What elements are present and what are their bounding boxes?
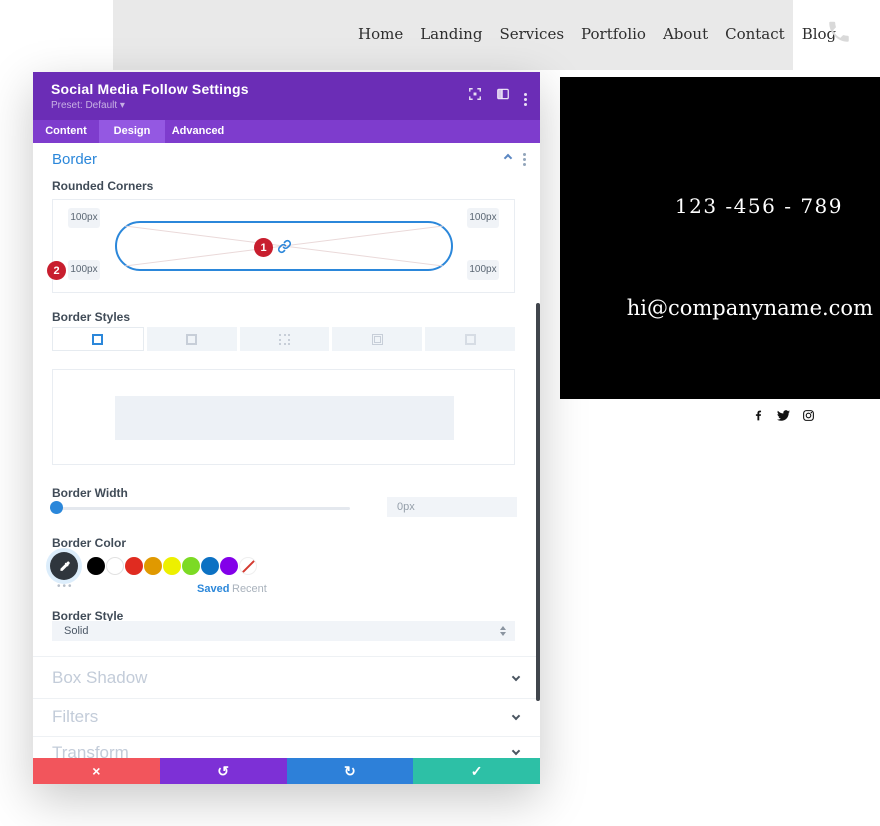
border-preview-box xyxy=(52,369,515,465)
twitter-icon[interactable] xyxy=(773,405,794,426)
swatch-blue[interactable] xyxy=(201,557,219,575)
recent-colors-tab[interactable]: Recent xyxy=(232,583,267,595)
rounded-corners-control: 100px 100px 100px 100px 1 2 xyxy=(47,199,515,293)
swatch-orange[interactable] xyxy=(144,557,162,575)
social-follow-row xyxy=(748,405,819,426)
social-media-follow-settings-modal: Social Media Follow Settings Preset: Def… xyxy=(33,72,540,784)
chevron-down-icon[interactable] xyxy=(511,711,521,721)
nav-item-services[interactable]: Services xyxy=(499,25,565,43)
border-style-label: Border Style xyxy=(52,609,124,623)
border-style-selected-value: Solid xyxy=(64,625,89,637)
border-styles-row xyxy=(52,327,515,351)
site-header-band xyxy=(113,0,793,70)
redo-button[interactable]: ↻ xyxy=(286,758,414,784)
chevron-down-icon[interactable] xyxy=(511,746,521,756)
double-style-icon xyxy=(371,333,383,345)
border-style-select[interactable]: Solid xyxy=(52,621,515,641)
corner-top-right-value[interactable]: 100px xyxy=(467,208,499,228)
nav-item-home[interactable]: Home xyxy=(358,25,404,43)
corner-bottom-right-value[interactable]: 100px xyxy=(467,260,499,280)
eyedropper-button[interactable] xyxy=(50,552,78,580)
modal-header[interactable]: Social Media Follow Settings Preset: Def… xyxy=(33,72,540,120)
contact-phone: 123 -456 - 789 xyxy=(674,194,843,218)
swatch-green[interactable] xyxy=(182,557,200,575)
border-color-label: Border Color xyxy=(52,536,127,550)
transform-section-heading[interactable]: Transform xyxy=(52,743,129,758)
link-corners-icon[interactable] xyxy=(277,239,292,254)
border-width-input[interactable]: 0px xyxy=(387,497,517,517)
border-width-label: Border Width xyxy=(52,486,128,500)
swatch-red[interactable] xyxy=(125,557,143,575)
divider xyxy=(33,656,540,657)
facebook-icon[interactable] xyxy=(748,405,769,426)
dotted-style-icon xyxy=(278,333,290,345)
modal-title: Social Media Follow Settings xyxy=(51,81,249,97)
rounded-corners-label: Rounded Corners xyxy=(52,179,154,193)
site-nav: Home Landing Services Portfolio About Co… xyxy=(358,25,836,43)
nav-item-blog[interactable]: Blog xyxy=(801,25,837,43)
swatch-black[interactable] xyxy=(87,557,105,575)
dashed-style-icon xyxy=(186,333,198,345)
expand-modal-icon[interactable] xyxy=(468,87,482,106)
light-style-icon xyxy=(464,333,476,345)
nav-item-about[interactable]: About xyxy=(662,25,709,43)
corner-bottom-left-value[interactable]: 100px xyxy=(68,260,100,280)
annotation-badge-1: 1 xyxy=(254,238,273,257)
select-arrows-icon xyxy=(500,626,506,636)
contact-email: hi@companyname.com xyxy=(626,296,873,320)
instagram-icon[interactable] xyxy=(798,405,819,426)
dock-modal-icon[interactable] xyxy=(496,87,510,106)
tab-design[interactable]: Design xyxy=(99,120,165,143)
annotation-badge-2: 2 xyxy=(47,261,66,280)
modal-tab-bar: Content Design Advanced xyxy=(33,120,540,143)
swatch-purple[interactable] xyxy=(220,557,238,575)
border-styles-label: Border Styles xyxy=(52,310,131,324)
border-section-heading[interactable]: Border xyxy=(52,151,98,168)
border-style-dashed-option[interactable] xyxy=(146,327,237,351)
tab-content[interactable]: Content xyxy=(45,125,87,137)
discard-button[interactable]: × xyxy=(33,758,160,784)
contact-panel: 123 -456 - 789 hi@companyname.com xyxy=(560,77,880,426)
swatch-transparent[interactable] xyxy=(239,557,257,575)
border-preview-element xyxy=(115,396,454,440)
border-width-slider-track[interactable] xyxy=(52,507,350,510)
border-width-slider-knob[interactable] xyxy=(50,501,63,514)
border-style-solid-option[interactable] xyxy=(52,327,144,351)
nav-item-landing[interactable]: Landing xyxy=(420,25,483,43)
swatch-white[interactable] xyxy=(106,557,124,575)
nav-item-portfolio[interactable]: Portfolio xyxy=(581,25,646,43)
modal-footer: × ↺ ↻ ✓ xyxy=(33,758,540,784)
corner-top-left-value[interactable]: 100px xyxy=(68,208,100,228)
border-style-light-option[interactable] xyxy=(425,327,515,351)
tab-advanced[interactable]: Advanced xyxy=(171,125,225,137)
divider xyxy=(33,698,540,699)
collapse-section-icon[interactable] xyxy=(503,153,513,163)
solid-style-icon xyxy=(92,333,104,345)
divider xyxy=(33,736,540,737)
border-style-double-option[interactable] xyxy=(332,327,423,351)
box-shadow-section-heading[interactable]: Box Shadow xyxy=(52,668,148,687)
phone-icon[interactable] xyxy=(826,19,852,45)
filters-section-heading[interactable]: Filters xyxy=(52,707,99,726)
more-swatches-button[interactable]: ••• xyxy=(57,581,74,592)
swatch-yellow[interactable] xyxy=(163,557,181,575)
rounded-corners-preview xyxy=(115,221,453,271)
saved-colors-tab[interactable]: Saved xyxy=(197,583,230,595)
preset-selector[interactable]: Preset: Default ▾ xyxy=(51,100,125,111)
section-options-icon[interactable] xyxy=(523,153,526,156)
chevron-down-icon[interactable] xyxy=(511,672,521,682)
kebab-menu-icon[interactable] xyxy=(524,92,527,96)
undo-button[interactable]: ↺ xyxy=(159,758,287,784)
modal-scrollbar[interactable] xyxy=(536,303,540,701)
design-tab-panel: Border Rounded Corners 100px 100px 100px… xyxy=(33,143,540,758)
nav-item-contact[interactable]: Contact xyxy=(725,25,785,43)
save-button[interactable]: ✓ xyxy=(413,758,540,784)
border-style-dotted-option[interactable] xyxy=(239,327,330,351)
